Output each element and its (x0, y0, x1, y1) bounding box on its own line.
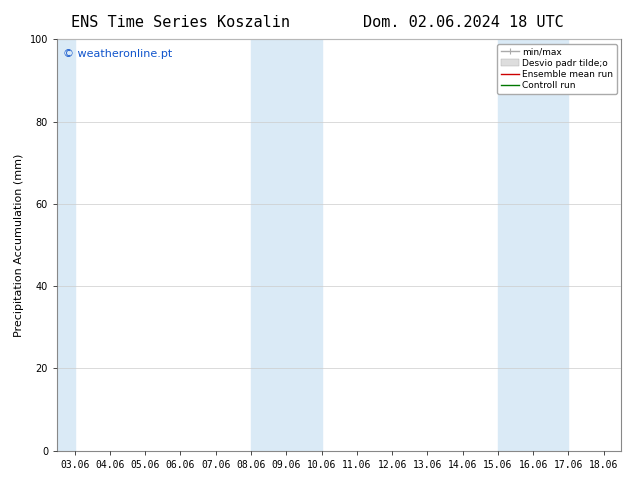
Bar (57, 39, 75, 451)
Legend: min/max, Desvio padr tilde;o, Ensemble mean run, Controll run: min/max, Desvio padr tilde;o, Ensemble m… (497, 44, 617, 94)
Text: ENS Time Series Koszalin        Dom. 02.06.2024 18 UTC: ENS Time Series Koszalin Dom. 02.06.2024… (70, 15, 564, 30)
Text: © weatheronline.pt: © weatheronline.pt (63, 49, 172, 59)
Bar (251, 39, 321, 451)
Bar (498, 39, 569, 451)
Y-axis label: Precipitation Accumulation (mm): Precipitation Accumulation (mm) (14, 153, 24, 337)
